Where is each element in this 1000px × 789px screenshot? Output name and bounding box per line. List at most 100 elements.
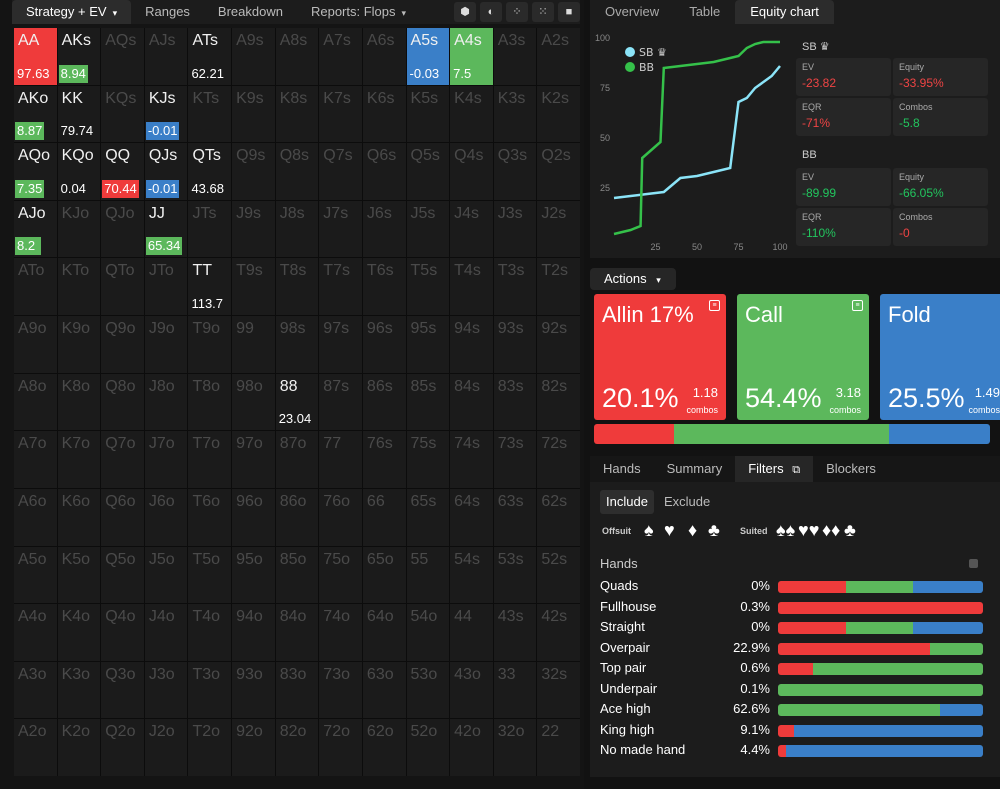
hand-cell[interactable]: 93o — [232, 661, 275, 719]
hand-cell[interactable]: 74s — [450, 431, 493, 488]
hand-cell[interactable]: 96s — [362, 316, 406, 373]
hand-cell[interactable]: T5s — [406, 258, 450, 316]
hand-cell[interactable]: T7o — [188, 431, 232, 488]
hand-cell[interactable]: 97s — [319, 316, 362, 373]
hand-cell[interactable]: 99 — [232, 316, 275, 373]
hand-cell[interactable]: A9s — [232, 28, 275, 85]
hand-cell[interactable]: A2o — [14, 719, 57, 776]
hand-cell[interactable]: Q7s — [319, 143, 362, 200]
hand-cell[interactable]: A8s — [275, 28, 319, 85]
hand-cell[interactable]: 32o — [493, 719, 537, 776]
hand-cell[interactable]: J2s — [537, 200, 580, 258]
hand-cell[interactable]: 84o — [275, 604, 319, 661]
hand-cell[interactable]: KTs — [188, 85, 232, 143]
hand-cell[interactable]: QTo — [101, 258, 144, 316]
hand-cell[interactable]: 62s — [537, 488, 580, 546]
hand-cell[interactable]: T7s — [319, 258, 362, 316]
hand-cell[interactable]: J9s — [232, 200, 275, 258]
hand-cell[interactable]: 76o — [319, 488, 362, 546]
hand-cell[interactable]: 64s — [450, 488, 493, 546]
hand-cell[interactable]: 85o — [275, 546, 319, 604]
tab-breakdown[interactable]: Breakdown — [217, 4, 283, 19]
hand-cell[interactable]: 87s — [319, 373, 362, 431]
hand-cell[interactable]: 54o — [406, 604, 450, 661]
heart-icon[interactable]: ♥ — [664, 520, 675, 540]
hand-cell[interactable]: A4s 7.5 — [450, 28, 493, 85]
hand-cell[interactable]: 98o — [232, 373, 275, 431]
hand-cell[interactable]: 54s — [450, 546, 493, 604]
hand-cell[interactable]: J2o — [144, 719, 188, 776]
tab-reports-flops[interactable]: Reports: Flops ▾ — [297, 0, 420, 24]
hand-cell[interactable]: Q7o — [101, 431, 144, 488]
hand-cell[interactable]: 66 — [362, 488, 406, 546]
hand-cell[interactable]: K8o — [57, 373, 101, 431]
hand-cell[interactable]: J3o — [144, 661, 188, 719]
hand-category-row[interactable]: No made hand 4.4% — [600, 742, 985, 760]
hand-cell[interactable]: AKs 8.94 — [57, 28, 101, 85]
hand-cell[interactable]: 55 — [406, 546, 450, 604]
hand-cell[interactable]: 86s — [362, 373, 406, 431]
hand-cell[interactable]: 82o — [275, 719, 319, 776]
hand-cell[interactable]: AJs — [144, 28, 188, 85]
hand-cell[interactable]: TT 113.7 — [188, 258, 232, 316]
hand-cell[interactable]: J7o — [144, 431, 188, 488]
hand-cell[interactable]: T9s — [232, 258, 275, 316]
hand-cell[interactable]: K8s — [275, 85, 319, 143]
include-button[interactable]: Include — [600, 490, 654, 514]
diamond-icon[interactable]: ♦ — [688, 520, 698, 540]
hand-cell[interactable]: 95s — [406, 316, 450, 373]
hand-cell[interactable]: Q2o — [101, 719, 144, 776]
hand-category-row[interactable]: Top pair 0.6% — [600, 660, 985, 678]
dots-grid-small-icon[interactable]: ⁘ — [506, 2, 528, 22]
hand-cell[interactable]: Q8o — [101, 373, 144, 431]
hand-cell[interactable]: Q3s — [493, 143, 537, 200]
hand-cell[interactable]: Q3o — [101, 661, 144, 719]
hand-cell[interactable]: T4o — [188, 604, 232, 661]
hand-cell[interactable]: A5o — [14, 546, 57, 604]
hand-cell[interactable]: 93s — [493, 316, 537, 373]
hand-cell[interactable]: K7o — [57, 431, 101, 488]
hand-cell[interactable]: 72s — [537, 431, 580, 488]
hand-category-row[interactable]: King high 9.1% — [600, 722, 985, 740]
hand-cell[interactable]: T8s — [275, 258, 319, 316]
hand-cell[interactable]: 62o — [362, 719, 406, 776]
hand-category-row[interactable]: Ace high 62.6% — [600, 701, 985, 719]
hand-cell[interactable]: 73o — [319, 661, 362, 719]
hand-cell[interactable]: 96o — [232, 488, 275, 546]
hand-cell[interactable]: 76s — [362, 431, 406, 488]
hand-cell[interactable]: A7s — [319, 28, 362, 85]
hand-cell[interactable]: J6s — [362, 200, 406, 258]
tab-overview[interactable]: Overview — [605, 4, 660, 19]
hand-cell[interactable]: QTs 43.68 — [188, 143, 232, 200]
tab-filters[interactable]: Filters ⧉ — [735, 456, 814, 482]
hand-cell[interactable]: T6o — [188, 488, 232, 546]
dots-grid-icon[interactable]: ⁙ — [532, 2, 554, 22]
hand-cell[interactable]: A6s — [362, 28, 406, 85]
hand-cell[interactable]: JJ 65.34 — [144, 200, 188, 258]
hand-cell[interactable]: 75o — [319, 546, 362, 604]
hand-cell[interactable]: T4s — [450, 258, 493, 316]
hand-cell[interactable]: 33 — [493, 661, 537, 719]
hand-cell[interactable]: K3s — [493, 85, 537, 143]
hand-cell[interactable]: A3s — [493, 28, 537, 85]
hand-cell[interactable]: K9s — [232, 85, 275, 143]
hand-cell[interactable]: Q9s — [232, 143, 275, 200]
hand-cell[interactable]: A3o — [14, 661, 57, 719]
hand-cell[interactable]: JTs — [188, 200, 232, 258]
hand-cell[interactable]: 63s — [493, 488, 537, 546]
hand-cell[interactable]: QJs -0.01 — [144, 143, 188, 200]
hand-cell[interactable]: QQ 70.44 — [101, 143, 144, 200]
hand-cell[interactable]: K5s — [406, 85, 450, 143]
hand-cell[interactable]: 72o — [319, 719, 362, 776]
toggle-checkbox[interactable] — [969, 559, 978, 568]
hand-cell[interactable]: 92o — [232, 719, 275, 776]
hand-cell[interactable]: 42o — [450, 719, 493, 776]
hand-cell[interactable]: KQo 0.04 — [57, 143, 101, 200]
hand-cell[interactable]: J6o — [144, 488, 188, 546]
hand-cell[interactable]: T6s — [362, 258, 406, 316]
hand-cell[interactable]: KJo — [57, 200, 101, 258]
hand-cell[interactable]: 94s — [450, 316, 493, 373]
hand-cell[interactable]: T3o — [188, 661, 232, 719]
hand-cell[interactable]: 53s — [493, 546, 537, 604]
hand-cell[interactable]: K4o — [57, 604, 101, 661]
